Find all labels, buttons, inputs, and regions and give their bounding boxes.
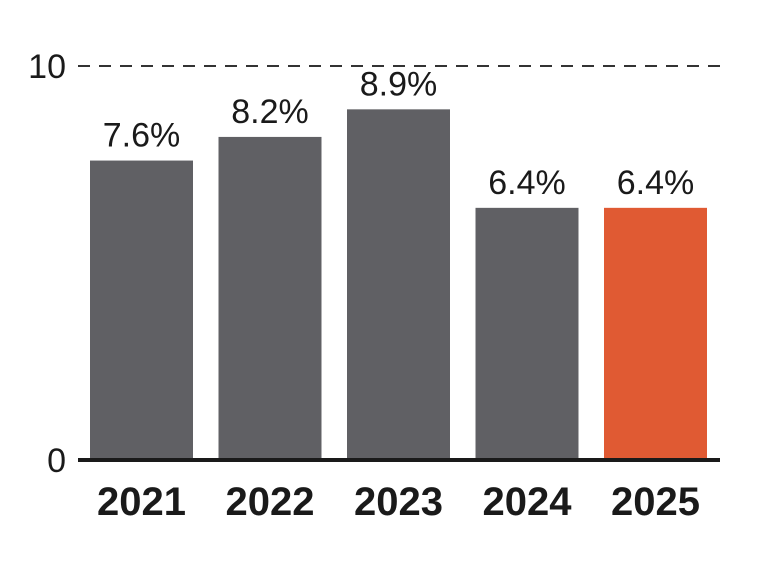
bar-2023 (347, 109, 450, 460)
value-labels: 7.6% 8.2% 8.9% 6.4% 6.4% (103, 65, 695, 202)
value-label-2021: 7.6% (103, 117, 181, 155)
value-label-2023: 8.9% (360, 65, 438, 103)
bar-2024 (475, 207, 579, 460)
value-label-2022: 8.2% (231, 93, 309, 131)
x-tick-label-2024: 2024 (483, 480, 573, 524)
bar-2025 (604, 207, 707, 460)
bar-2021 (90, 160, 193, 460)
x-tick-label-2023: 2023 (354, 480, 443, 524)
y-axis-ticks: 0 10 (28, 48, 66, 480)
value-label-2025: 6.4% (617, 164, 695, 202)
bar-2022 (218, 136, 322, 461)
y-tick-label: 0 (47, 442, 66, 480)
x-tick-label-2021: 2021 (97, 480, 186, 524)
x-tick-label-2025: 2025 (611, 480, 700, 524)
y-tick-label: 10 (28, 48, 66, 86)
x-tick-label-2022: 2022 (226, 480, 315, 524)
x-axis-labels: 2021 2022 2023 2024 2025 (97, 480, 700, 524)
bars (90, 109, 707, 461)
value-label-2024: 6.4% (488, 164, 566, 202)
